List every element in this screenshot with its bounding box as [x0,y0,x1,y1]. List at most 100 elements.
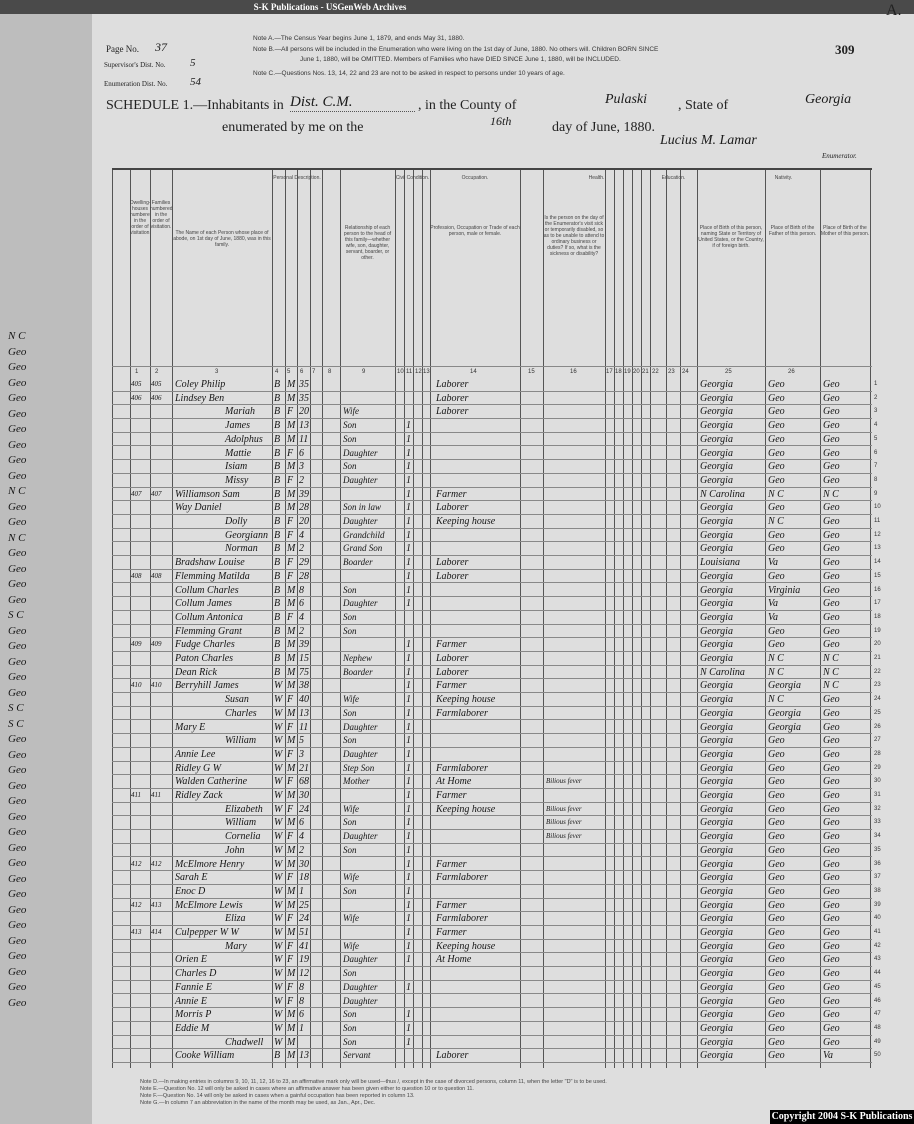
line-number: 11 [874,518,881,524]
cell-occupation: Laborer [436,406,469,418]
column-header-birth-mother: Place of Birth of the Mother of this per… [820,225,870,237]
line-number: 13 [874,545,881,552]
cell-color: B [274,653,281,664]
column-rule [150,168,151,1068]
cell-birthplace: Georgia [700,1022,733,1034]
previous-page-birthplace: Geo [8,500,27,513]
cell-civil: 1 [406,940,411,952]
cell-civil: 1 [406,899,411,911]
column-header-family: Families numbered in the order of visita… [150,200,172,230]
cell-color: B [274,406,281,418]
cell-mother-birthplace: Geo [823,406,840,418]
cell-color: B [274,433,281,445]
cell-mother-birthplace: Geo [823,803,840,815]
column-rule [430,168,431,1068]
row-rule [112,692,872,694]
cell-sex: M [287,543,296,555]
watermark-bar: S-K Publications - USGenWeb Archives [0,0,914,14]
cell-occupation: Laborer [436,502,469,514]
cell-civil: 1 [406,570,411,582]
cell-occupation: At Home [436,954,472,966]
row-rule [112,952,872,954]
cell-color: B [274,584,281,596]
row-rule [112,897,872,899]
row-rule [112,842,872,844]
cell-father-birthplace: Geo [768,447,785,459]
column-rule [605,168,606,1068]
cell-name: McElmore Lewis [175,899,243,911]
cell-father-birthplace: Geo [768,420,785,432]
cell-name: Dolly [225,516,248,527]
line-number: 49 [874,1038,881,1045]
row-rule [112,678,872,680]
cell-color: B [274,420,281,432]
cell-relationship: Son [343,611,357,622]
cell-father-birthplace: Geo [768,1036,785,1048]
cell-mother-birthplace: Geo [823,461,840,473]
cell-civil: 1 [406,831,411,843]
previous-page-birthplace: S C [8,717,24,730]
cell-age: 11 [299,433,309,445]
cell-mother-birthplace: Geo [823,885,840,897]
copyright: Copyright 2004 S-K Publications [770,1110,914,1124]
row-rule [112,911,872,913]
cell-mother-birthplace: Geo [823,529,840,541]
column-rule [322,168,323,1068]
cell-birthplace: Georgia [700,762,733,774]
cell-occupation: Laborer [436,666,469,678]
line-number: 44 [874,970,881,977]
cell-age: 2 [299,543,304,555]
cell-birthplace: Georgia [700,803,733,815]
previous-page-birthplace: Geo [8,407,27,420]
cell-father-birthplace: Geo [768,927,785,938]
previous-page-birthplace: Geo [8,888,27,900]
cell-father-birthplace: Geo [768,1009,785,1021]
cell-father-birthplace: N C [768,666,784,678]
cell-name: Missy [225,474,249,486]
column-header-health: Health. [588,175,605,181]
previous-page-birthplace: Geo [8,516,27,528]
cell-age: 29 [299,557,309,569]
cell-sex: M [287,707,296,719]
cell-age: 2 [299,625,304,637]
column-rule [413,168,414,1068]
cell-name: Georgiann [225,529,268,541]
cell-occupation: Farmlaborer [436,707,488,719]
cell-sex: F [287,954,294,966]
previous-page-birthplace: Geo [8,950,27,962]
row-rule [112,650,872,652]
cell-name: Williamson Sam [175,488,240,500]
cell-father-birthplace: Geo [768,913,785,925]
cell-mother-birthplace: Geo [823,940,840,952]
cell-sex: M [287,379,296,390]
column-rule [666,168,667,1068]
cell-father-birthplace: Va [768,557,778,569]
cell-relationship: Son in law [343,502,382,513]
cell-color: B [274,639,281,651]
previous-page-birthplace: Geo [8,903,27,916]
row-rule [112,924,872,926]
cell-mother-birthplace: Geo [823,379,840,390]
previous-page-birthplace: Geo [8,593,27,606]
cell-dwelling: 407 [131,489,142,498]
cell-sex: M [287,1009,296,1021]
cell-occupation: Keeping house [436,803,496,815]
row-rule [112,993,872,995]
cell-color: B [274,529,281,541]
cell-sex: F [287,557,294,569]
cell-father-birthplace: Va [768,611,778,623]
cell-mother-birthplace: Geo [823,1022,840,1034]
cell-relationship: Grand Son [343,543,383,554]
cell-birthplace: Georgia [700,474,733,486]
cell-relationship: Son [343,817,357,828]
cell-age: 13 [299,420,309,432]
previous-page-birthplace: Geo [8,748,27,761]
cell-sex: M [287,502,296,514]
cell-name: Eliza [225,913,246,925]
cell-father-birthplace: Geo [768,639,785,651]
cell-relationship: Step Son [343,762,375,773]
cell-age: 75 [299,666,309,678]
cell-sex: M [287,584,296,596]
column-header-education: Education. [661,175,686,181]
cell-color: B [274,598,281,610]
